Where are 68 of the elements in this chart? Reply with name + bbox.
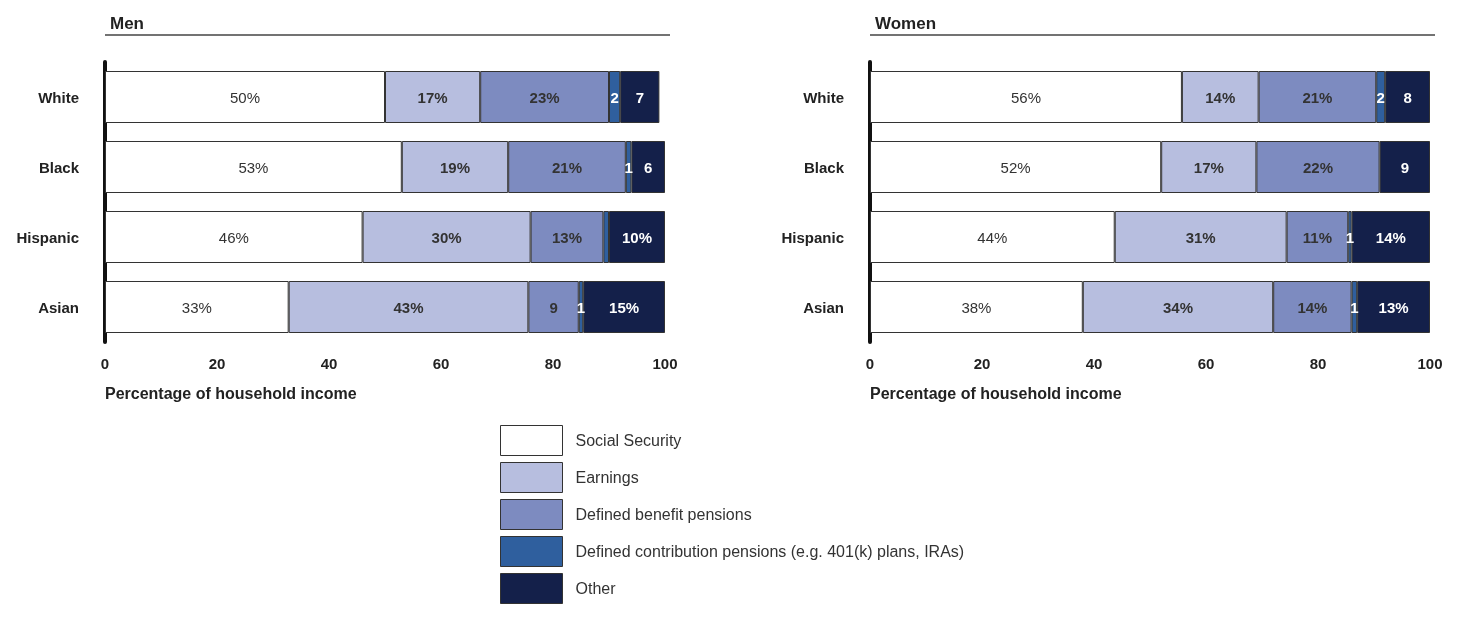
y-tick-label: Black bbox=[803, 158, 845, 176]
x-tick-label: 60 bbox=[432, 355, 450, 372]
y-tick-label: White bbox=[803, 88, 844, 106]
data-label: 21% bbox=[551, 158, 583, 176]
x-tick-label: 60 bbox=[1197, 355, 1215, 372]
bar bbox=[583, 281, 665, 333]
data-label: 1 bbox=[624, 158, 633, 176]
data-label: 21% bbox=[1302, 88, 1333, 106]
data-label: 52% bbox=[1000, 158, 1031, 176]
data-label: 23% bbox=[529, 88, 560, 106]
x-tick-label: 20 bbox=[208, 355, 226, 372]
y-tick-label: Black bbox=[38, 158, 80, 176]
data-label: 33% bbox=[181, 298, 212, 316]
data-label: 2 bbox=[610, 88, 619, 106]
y-tick-label: Asian bbox=[38, 298, 79, 316]
data-label: 11% bbox=[1302, 228, 1333, 246]
x-axis-title: Percentage of household income bbox=[105, 384, 357, 402]
data-label: 44% bbox=[977, 228, 1008, 246]
data-label: 17% bbox=[1193, 158, 1224, 176]
data-label: 1 bbox=[1350, 298, 1359, 316]
data-label: 7 bbox=[635, 88, 644, 106]
data-label: 2 bbox=[1376, 88, 1385, 106]
legend-label: Defined benefit pensions bbox=[575, 506, 752, 523]
legend-label: Defined contribution pensions (e.g. 401(k) plans, IRAs) bbox=[575, 543, 965, 560]
data-label: 19% bbox=[439, 158, 471, 176]
data-label: 34% bbox=[1162, 298, 1194, 316]
x-tick-label: 40 bbox=[320, 355, 338, 372]
data-label: 13% bbox=[1378, 298, 1409, 316]
data-label: 22% bbox=[1302, 158, 1334, 176]
x-tick-label: 0 bbox=[100, 355, 110, 372]
data-label: 14% bbox=[1297, 298, 1328, 316]
data-label: 46% bbox=[218, 228, 249, 246]
data-label: 1 bbox=[576, 298, 586, 316]
legend-label: Social Security bbox=[575, 432, 682, 449]
y-tick-label: Hispanic bbox=[781, 228, 844, 246]
legend-label: Other bbox=[575, 580, 617, 597]
data-label: 8 bbox=[1403, 88, 1412, 106]
data-label: 14% bbox=[1205, 88, 1236, 106]
data-label: 56% bbox=[1010, 88, 1041, 106]
data-label: 13% bbox=[551, 228, 583, 246]
data-label: 31% bbox=[1185, 228, 1216, 246]
data-label: 9 bbox=[1400, 158, 1409, 176]
data-label: 30% bbox=[431, 228, 462, 246]
data-label: 9 bbox=[549, 298, 558, 316]
data-label: 10% bbox=[621, 228, 653, 246]
x-tick-label: 0 bbox=[865, 355, 875, 372]
data-label: 43% bbox=[393, 298, 424, 316]
data-label: 38% bbox=[961, 298, 992, 316]
data-label: 14% bbox=[1375, 228, 1406, 246]
x-tick-label: 20 bbox=[973, 355, 991, 372]
chart-title: Women bbox=[875, 14, 937, 33]
x-axis-title: Percentage of household income bbox=[870, 384, 1122, 402]
data-label: 50% bbox=[229, 88, 261, 106]
data-label: 53% bbox=[238, 158, 269, 176]
y-tick-label: Hispanic bbox=[16, 228, 79, 246]
data-label: 1 bbox=[1345, 228, 1355, 246]
data-label: 15% bbox=[609, 298, 640, 316]
x-tick-label: 40 bbox=[1085, 355, 1103, 372]
y-tick-label: White bbox=[38, 88, 79, 106]
data-label: 17% bbox=[417, 88, 448, 106]
y-tick-label: Asian bbox=[803, 298, 844, 316]
data-label: 6 bbox=[644, 158, 653, 176]
chart-title: Men bbox=[110, 14, 144, 33]
x-tick-label: 80 bbox=[1309, 355, 1327, 372]
x-tick-label: 100 bbox=[1417, 355, 1443, 372]
legend-label: Earnings bbox=[575, 469, 639, 486]
x-tick-label: 100 bbox=[652, 355, 678, 372]
x-tick-label: 80 bbox=[544, 355, 562, 372]
